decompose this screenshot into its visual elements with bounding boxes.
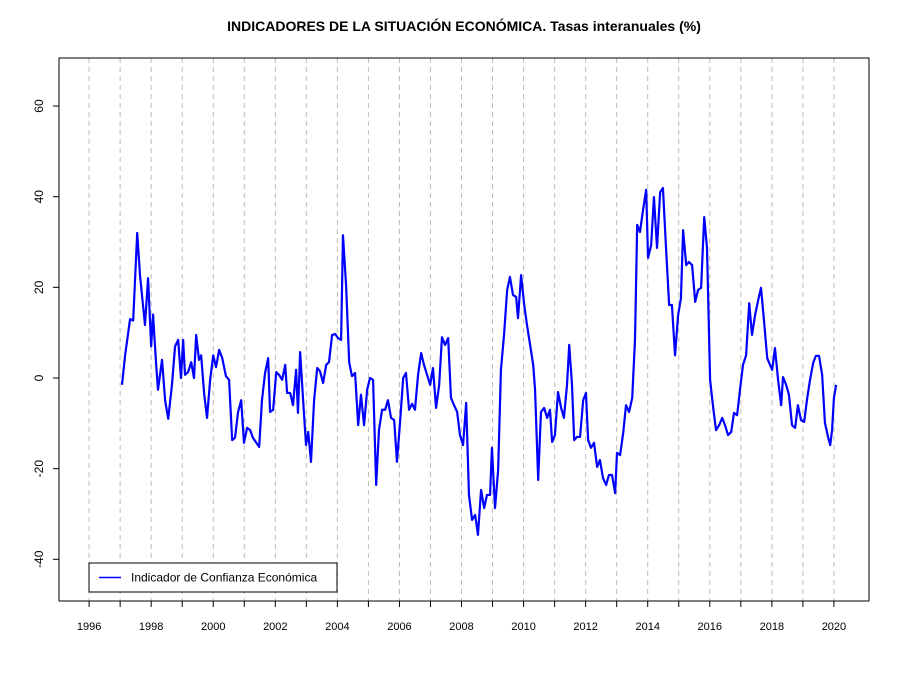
y-tick-label: -40 [32, 550, 46, 568]
x-tick-label: 2008 [449, 621, 473, 633]
x-tick-label: 2012 [573, 621, 597, 633]
x-tick-label: 2020 [822, 621, 846, 633]
legend-box [88, 562, 338, 593]
legend-label: Indicador de Confianza Económica [131, 571, 317, 585]
x-tick-label: 1996 [77, 621, 101, 633]
x-tick-label: 2000 [201, 621, 225, 633]
legend: Indicador de Confianza Económica [88, 562, 338, 593]
y-tick-label: 0 [32, 374, 46, 381]
line-series [120, 186, 838, 536]
y-tick-label: 60 [32, 99, 46, 113]
x-tick-label: 1998 [139, 621, 163, 633]
plot-frame [58, 57, 870, 602]
x-tick-label: 2016 [698, 621, 722, 633]
x-tick-label: 2002 [263, 621, 287, 633]
y-tick-label: 40 [32, 190, 46, 204]
y-tick-label: 20 [32, 280, 46, 294]
x-tick-label: 2006 [387, 621, 411, 633]
x-tick-label: 2004 [325, 621, 349, 633]
x-tick-label: 2014 [635, 621, 659, 633]
y-tick-label: -20 [32, 460, 46, 478]
chart-title: INDICADORES DE LA SITUACIÓN ECONÓMICA. T… [227, 17, 701, 34]
x-tick-label: 2010 [511, 621, 535, 633]
x-tick-label: 2018 [760, 621, 784, 633]
